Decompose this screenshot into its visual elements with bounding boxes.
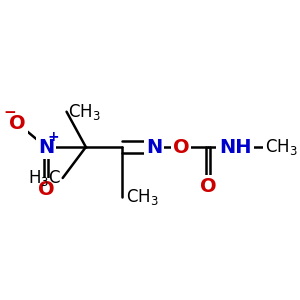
Text: N: N	[146, 138, 162, 157]
Text: H$_3$C: H$_3$C	[28, 168, 62, 188]
Text: N: N	[38, 138, 54, 157]
Text: NH: NH	[219, 138, 251, 157]
Text: O: O	[200, 177, 216, 196]
Text: +: +	[47, 130, 59, 144]
Text: O: O	[9, 114, 26, 133]
Text: O: O	[173, 138, 189, 157]
Text: CH$_3$: CH$_3$	[126, 187, 158, 207]
Text: CH$_3$: CH$_3$	[265, 137, 297, 157]
Text: CH$_3$: CH$_3$	[68, 102, 100, 122]
Text: −: −	[3, 105, 16, 120]
Text: O: O	[38, 180, 54, 199]
